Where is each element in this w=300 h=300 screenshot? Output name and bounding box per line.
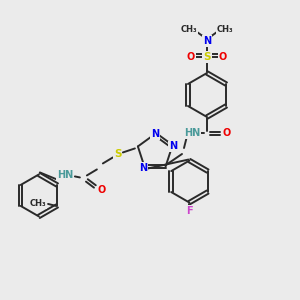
Text: S: S [203, 52, 211, 62]
Text: O: O [98, 185, 106, 195]
Text: N: N [140, 163, 148, 172]
Text: N: N [169, 141, 177, 152]
Text: O: O [219, 52, 227, 62]
Text: HN: HN [57, 170, 73, 180]
Text: S: S [114, 149, 122, 159]
Text: CH₃: CH₃ [181, 25, 197, 34]
Text: CH₃: CH₃ [30, 200, 46, 208]
Text: F: F [186, 206, 193, 216]
Text: CH₃: CH₃ [217, 25, 233, 34]
Text: O: O [187, 52, 195, 62]
Text: HN: HN [184, 128, 200, 138]
Text: N: N [203, 36, 211, 46]
Text: N: N [151, 129, 159, 139]
Text: O: O [223, 128, 231, 138]
